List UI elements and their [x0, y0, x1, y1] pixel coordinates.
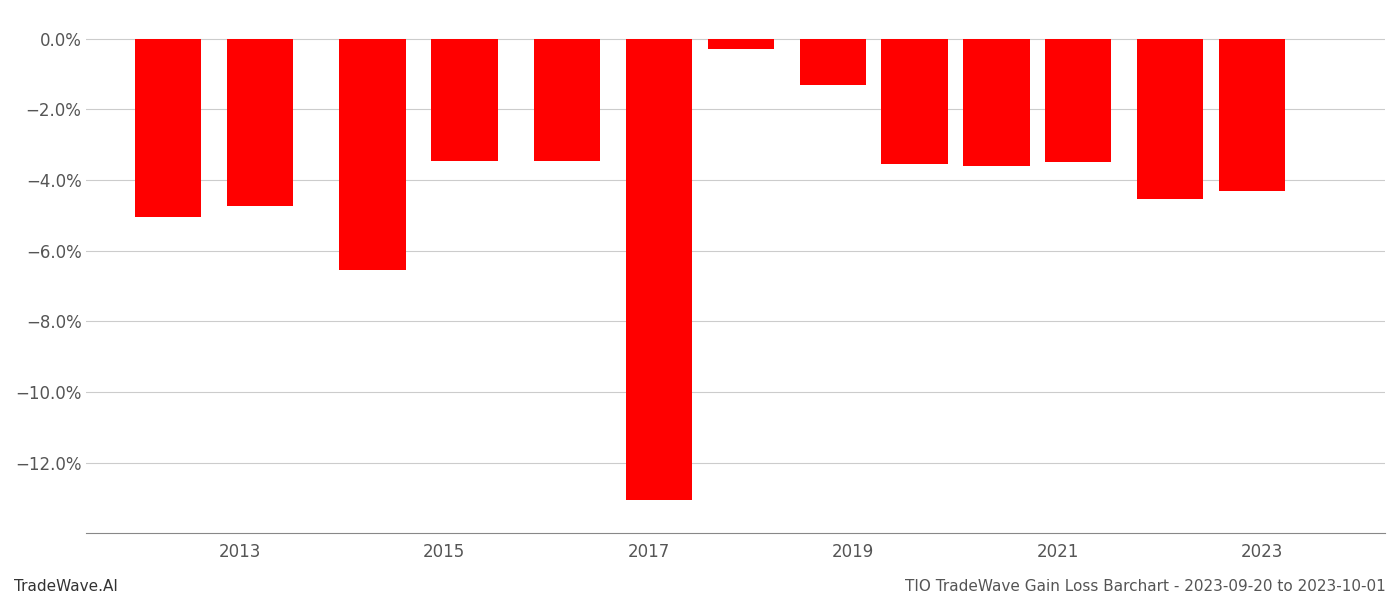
- Bar: [431, 38, 498, 161]
- Bar: [882, 38, 948, 164]
- Bar: [227, 38, 294, 206]
- Bar: [1137, 38, 1204, 199]
- Bar: [707, 38, 774, 49]
- Text: TIO TradeWave Gain Loss Barchart - 2023-09-20 to 2023-10-01: TIO TradeWave Gain Loss Barchart - 2023-…: [906, 579, 1386, 594]
- Text: TradeWave.AI: TradeWave.AI: [14, 579, 118, 594]
- Bar: [134, 38, 202, 217]
- Bar: [626, 38, 692, 500]
- Bar: [339, 38, 406, 270]
- Bar: [1044, 38, 1112, 163]
- Bar: [963, 38, 1029, 166]
- Bar: [1219, 38, 1285, 191]
- Bar: [533, 38, 601, 161]
- Bar: [799, 38, 867, 85]
